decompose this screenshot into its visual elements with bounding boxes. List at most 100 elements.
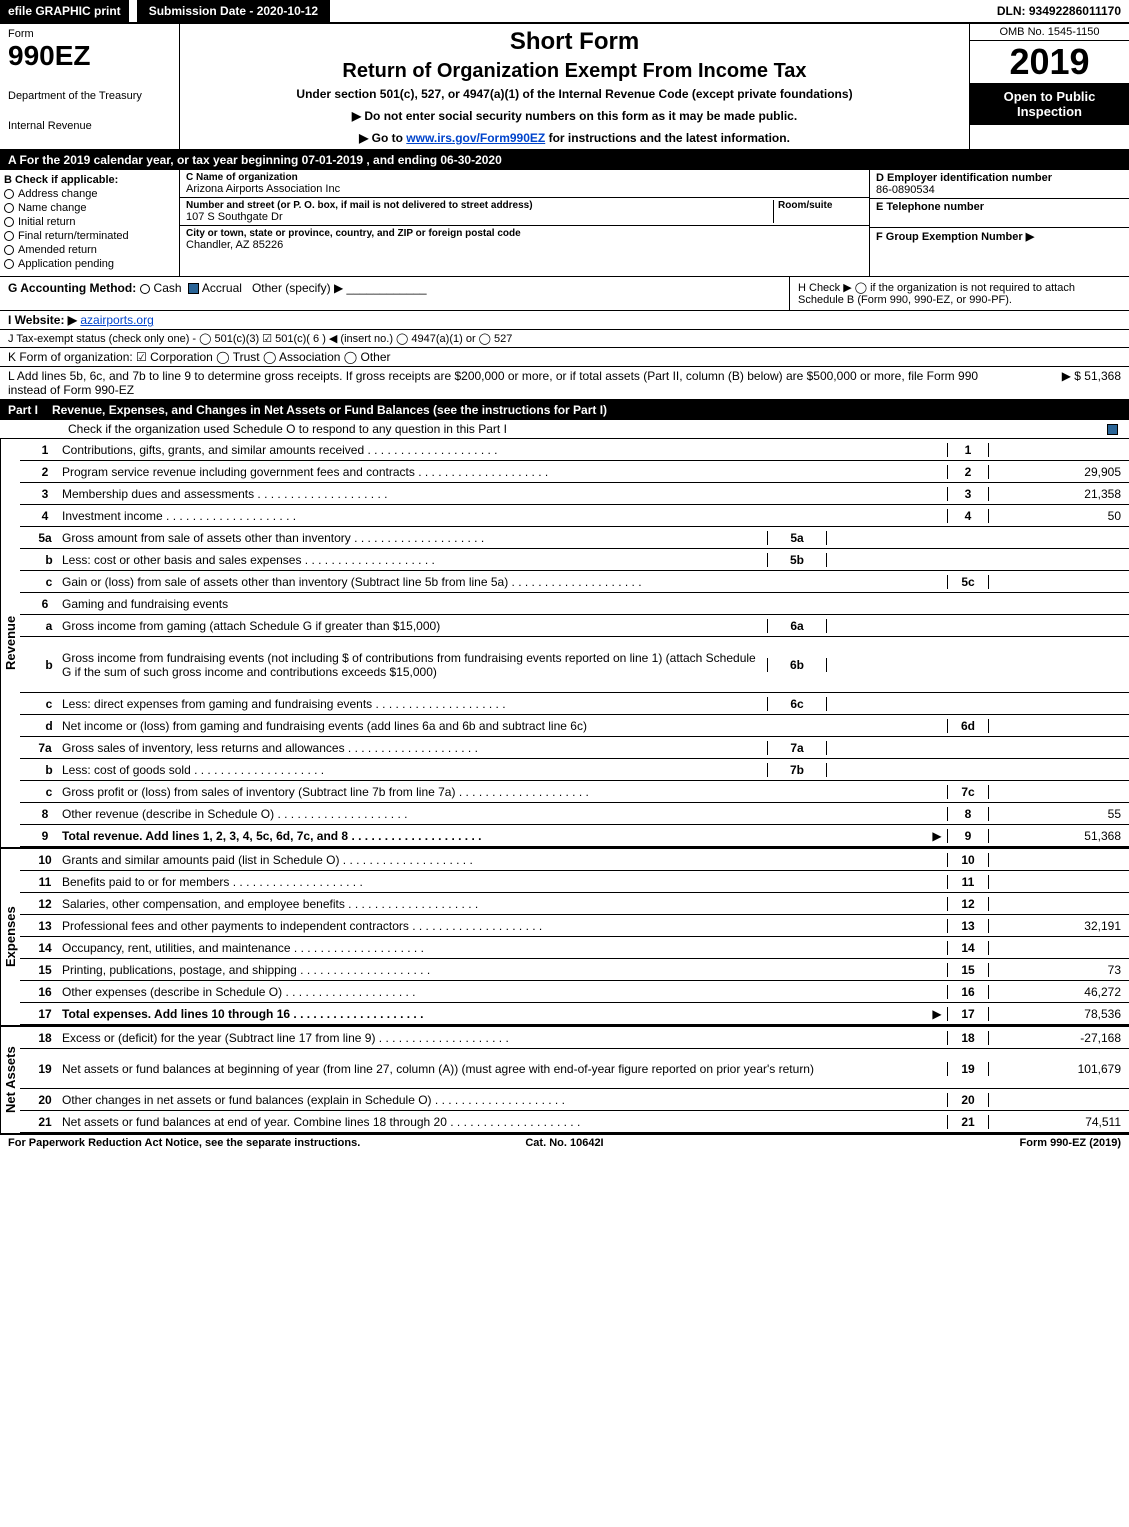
open-public-inspection: Open to Public Inspection xyxy=(970,83,1129,125)
line-a-tax-year: A For the 2019 calendar year, or tax yea… xyxy=(0,151,1129,170)
line-l-amount: ▶ $ 51,368 xyxy=(1001,369,1121,397)
header-center: Short Form Return of Organization Exempt… xyxy=(180,24,969,149)
chk-address-change[interactable]: Address change xyxy=(4,188,175,200)
chk-name-change[interactable]: Name change xyxy=(4,202,175,214)
line-6a: aGross income from gaming (attach Schedu… xyxy=(20,615,1129,637)
instruction-ssn: ▶ Do not enter social security numbers o… xyxy=(188,109,961,123)
line-6c: cLess: direct expenses from gaming and f… xyxy=(20,693,1129,715)
line-10: 10Grants and similar amounts paid (list … xyxy=(20,849,1129,871)
line-l-text: L Add lines 5b, 6c, and 7b to line 9 to … xyxy=(8,369,1001,397)
ein-block: D Employer identification number 86-0890… xyxy=(870,170,1129,199)
revenue-section: Revenue 1Contributions, gifts, grants, a… xyxy=(0,439,1129,849)
chk-final-return[interactable]: Final return/terminated xyxy=(4,230,175,242)
group-exemption-block: F Group Exemption Number ▶ xyxy=(870,228,1129,245)
line-15: 15Printing, publications, postage, and s… xyxy=(20,959,1129,981)
c-label: C Name of organization xyxy=(186,172,863,183)
city-block: City or town, state or province, country… xyxy=(180,226,869,253)
return-title: Return of Organization Exempt From Incom… xyxy=(188,60,961,83)
line-7c: cGross profit or (loss) from sales of in… xyxy=(20,781,1129,803)
paperwork-notice: For Paperwork Reduction Act Notice, see … xyxy=(8,1137,379,1149)
schedule-o-checkbox[interactable] xyxy=(1107,424,1118,435)
line-5c: cGain or (loss) from sale of assets othe… xyxy=(20,571,1129,593)
line-6b: bGross income from fundraising events (n… xyxy=(20,637,1129,693)
instruction-goto: ▶ Go to www.irs.gov/Form990EZ for instru… xyxy=(188,131,961,145)
d-label: D Employer identification number xyxy=(876,172,1123,184)
e-label: E Telephone number xyxy=(876,201,1123,213)
org-name-block: C Name of organization Arizona Airports … xyxy=(180,170,869,198)
part-i-header: Part I Revenue, Expenses, and Changes in… xyxy=(0,400,1129,420)
form-number: 990EZ xyxy=(8,40,171,72)
top-bar: efile GRAPHIC print Submission Date - 20… xyxy=(0,0,1129,24)
net-assets-label: Net Assets xyxy=(0,1027,20,1133)
telephone-block: E Telephone number xyxy=(870,199,1129,228)
line-7a: 7aGross sales of inventory, less returns… xyxy=(20,737,1129,759)
part-i-check-o: Check if the organization used Schedule … xyxy=(0,420,1129,439)
chk-accrual[interactable] xyxy=(188,283,199,294)
line-3: 3Membership dues and assessments321,358 xyxy=(20,483,1129,505)
part-i-num: Part I xyxy=(8,403,38,417)
col-de: D Employer identification number 86-0890… xyxy=(869,170,1129,276)
line-5b: bLess: cost or other basis and sales exp… xyxy=(20,549,1129,571)
line-6: 6Gaming and fundraising events xyxy=(20,593,1129,615)
header-left: Form 990EZ Department of the Treasury In… xyxy=(0,24,180,149)
line-i-website: I Website: ▶ azairports.org xyxy=(0,311,1129,330)
chk-amended-return[interactable]: Amended return xyxy=(4,244,175,256)
f-label: F Group Exemption Number ▶ xyxy=(876,230,1123,243)
subtitle: Under section 501(c), 527, or 4947(a)(1)… xyxy=(188,87,961,101)
addr-label: Number and street (or P. O. box, if mail… xyxy=(186,200,773,211)
chk-application-pending[interactable]: Application pending xyxy=(4,258,175,270)
line-16: 16Other expenses (describe in Schedule O… xyxy=(20,981,1129,1003)
line-7b: bLess: cost of goods sold7b xyxy=(20,759,1129,781)
line-k-form-org: K Form of organization: ☑ Corporation ◯ … xyxy=(0,348,1129,367)
form-word: Form xyxy=(8,28,171,40)
line-g-h: G Accounting Method: Cash Accrual Other … xyxy=(0,277,1129,311)
line-1: 1Contributions, gifts, grants, and simil… xyxy=(20,439,1129,461)
line-8: 8Other revenue (describe in Schedule O)8… xyxy=(20,803,1129,825)
tax-year: 2019 xyxy=(970,41,1129,83)
org-name: Arizona Airports Association Inc xyxy=(186,183,863,195)
short-form-title: Short Form xyxy=(188,28,961,56)
expenses-label: Expenses xyxy=(0,849,20,1025)
line-h: H Check ▶ ◯ if the organization is not r… xyxy=(789,277,1129,310)
line-5a: 5aGross amount from sale of assets other… xyxy=(20,527,1129,549)
instr2-post: for instructions and the latest informat… xyxy=(549,131,790,145)
page-footer: For Paperwork Reduction Act Notice, see … xyxy=(0,1135,1129,1151)
part-i-title: Revenue, Expenses, and Changes in Net As… xyxy=(52,403,607,417)
address-block: Number and street (or P. O. box, if mail… xyxy=(180,198,869,226)
line-l-gross-receipts: L Add lines 5b, 6c, and 7b to line 9 to … xyxy=(0,367,1129,400)
efile-print-label[interactable]: efile GRAPHIC print xyxy=(0,0,129,22)
instr2-pre: ▶ Go to xyxy=(359,131,406,145)
line-2: 2Program service revenue including gover… xyxy=(20,461,1129,483)
line-14: 14Occupancy, rent, utilities, and mainte… xyxy=(20,937,1129,959)
line-19: 19Net assets or fund balances at beginni… xyxy=(20,1049,1129,1089)
form-header: Form 990EZ Department of the Treasury In… xyxy=(0,24,1129,151)
chk-cash[interactable] xyxy=(140,284,150,294)
line-g: G Accounting Method: Cash Accrual Other … xyxy=(0,277,789,310)
line-11: 11Benefits paid to or for members11 xyxy=(20,871,1129,893)
line-18: 18Excess or (deficit) for the year (Subt… xyxy=(20,1027,1129,1049)
city-state-zip: Chandler, AZ 85226 xyxy=(186,239,863,251)
irs-label: Internal Revenue xyxy=(8,120,171,132)
col-b-title: B Check if applicable: xyxy=(4,174,175,186)
line-21: 21Net assets or fund balances at end of … xyxy=(20,1111,1129,1133)
room-suite-label: Room/suite xyxy=(773,200,863,223)
line-13: 13Professional fees and other payments t… xyxy=(20,915,1129,937)
entity-info-grid: B Check if applicable: Address change Na… xyxy=(0,170,1129,277)
website-link[interactable]: azairports.org xyxy=(80,313,153,327)
form-reference: Form 990-EZ (2019) xyxy=(750,1137,1121,1149)
ein-value: 86-0890534 xyxy=(876,184,1123,196)
city-label: City or town, state or province, country… xyxy=(186,228,863,239)
street-address: 107 S Southgate Dr xyxy=(186,211,773,223)
net-assets-section: Net Assets 18Excess or (deficit) for the… xyxy=(0,1027,1129,1135)
col-c-org-info: C Name of organization Arizona Airports … xyxy=(180,170,869,276)
line-12: 12Salaries, other compensation, and empl… xyxy=(20,893,1129,915)
chk-initial-return[interactable]: Initial return xyxy=(4,216,175,228)
col-b-checkboxes: B Check if applicable: Address change Na… xyxy=(0,170,180,276)
dept-treasury: Department of the Treasury xyxy=(8,90,171,102)
line-9: 9Total revenue. Add lines 1, 2, 3, 4, 5c… xyxy=(20,825,1129,847)
header-right: OMB No. 1545-1150 2019 Open to Public In… xyxy=(969,24,1129,149)
line-4: 4Investment income450 xyxy=(20,505,1129,527)
irs-link[interactable]: www.irs.gov/Form990EZ xyxy=(406,131,545,145)
submission-date: Submission Date - 2020-10-12 xyxy=(137,0,330,22)
catalog-number: Cat. No. 10642I xyxy=(379,1137,750,1149)
